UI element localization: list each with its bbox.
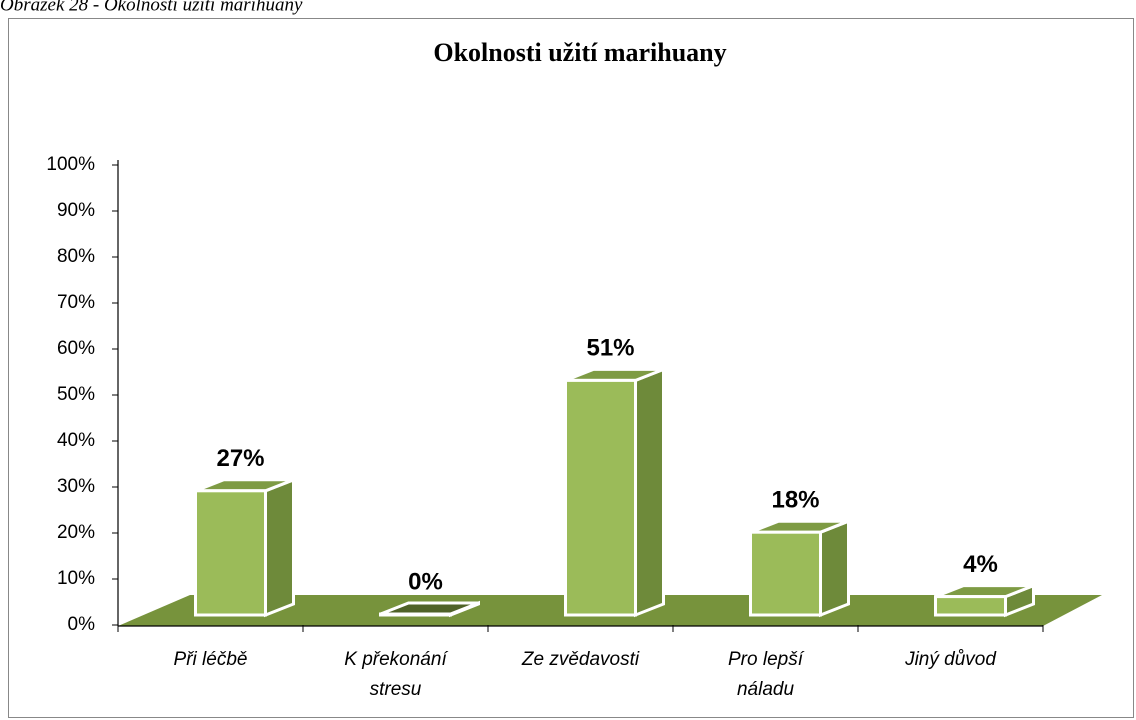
value-label: 51% [586, 335, 634, 362]
y-tick-label: 80% [57, 246, 95, 267]
y-tick-label: 30% [57, 476, 95, 497]
label-line: Při léčbě [174, 649, 248, 670]
bar-group [379, 600, 480, 618]
value-label: 18% [771, 487, 819, 514]
caption: Obrázek 28 - Okolnosti užití marihuany [0, 0, 303, 15]
label-line: K překonání [344, 649, 448, 670]
bar [934, 595, 1007, 617]
bar [564, 378, 637, 617]
bar-group [194, 477, 295, 618]
bar-group [934, 583, 1035, 618]
value-label: 4% [963, 551, 998, 578]
x-tick-label: K překonání stresu [344, 649, 448, 700]
x-tick-label: Ze zvědavosti [521, 649, 640, 670]
bar [379, 612, 452, 617]
value-label: 27% [216, 445, 264, 472]
y-tick-label: 20% [57, 522, 95, 543]
bar-group [564, 367, 665, 618]
y-tick-label: 50% [57, 384, 95, 405]
label-line: Jiný důvod [904, 649, 997, 670]
bar [194, 489, 267, 617]
y-tick-label: 0% [68, 614, 96, 635]
y-tick-label: 40% [57, 430, 95, 451]
label-line: Ze zvědavosti [521, 649, 640, 670]
y-tick-label: 100% [46, 154, 95, 175]
chart-title: Okolnosti užití marihuany [433, 38, 726, 67]
x-tick-label: Pro lepší náladu [728, 649, 805, 700]
bar-side [819, 518, 850, 618]
bar-side [634, 367, 665, 618]
label-line: náladu [737, 679, 794, 700]
bar [749, 530, 822, 617]
x-tick-label: Jiný důvod [904, 649, 997, 670]
bar-group [749, 518, 850, 618]
label-line: stresu [370, 679, 422, 700]
value-label: 0% [408, 568, 443, 595]
bar-side [264, 477, 295, 618]
y-tick-label: 90% [57, 200, 95, 221]
y-tick-label: 60% [57, 338, 95, 359]
y-tick-label: 70% [57, 292, 95, 313]
y-tick-label: 10% [57, 568, 95, 589]
label-line: Pro lepší [728, 649, 805, 670]
x-tick-label: Při léčbě [174, 649, 248, 670]
